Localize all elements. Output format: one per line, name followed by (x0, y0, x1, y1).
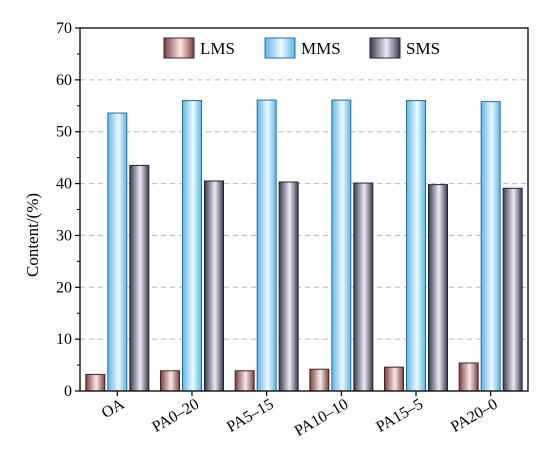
bar-mms (480, 101, 501, 392)
y-tick-label: 20 (56, 279, 72, 296)
legend-swatch-mms (264, 37, 296, 59)
legend-label-lms: LMS (200, 39, 235, 58)
bar-mms (331, 99, 352, 392)
legend-label-sms: SMS (406, 39, 440, 58)
bar-lms (160, 370, 180, 392)
gridlines (80, 79, 528, 340)
legend-swatch-lms (163, 37, 195, 59)
y-tick-label: 30 (56, 227, 72, 244)
x-tick-label: OA (99, 396, 128, 422)
bar-lms (234, 370, 255, 392)
bar-sms (204, 180, 224, 392)
bar-lms (85, 373, 106, 392)
bar-lms (384, 366, 404, 392)
bar-sms (353, 182, 374, 392)
x-tick-label: PA10–10 (292, 396, 352, 440)
y-axis-title: Content/(%) (23, 193, 42, 277)
bars (85, 99, 523, 392)
bar-lms (458, 362, 479, 392)
y-tick-label: 0 (64, 383, 72, 400)
y-tick-label: 40 (56, 176, 72, 193)
x-tick-label: PA15–5 (373, 396, 426, 436)
bar-sms (428, 184, 448, 392)
y-tick-label: 50 (56, 124, 72, 141)
legend: LMS MMS SMS (163, 37, 440, 59)
x-tick-label: PA0–20 (149, 396, 202, 436)
bar-sms (278, 181, 299, 392)
bar-sms (129, 164, 150, 392)
legend-label-mms: MMS (301, 39, 341, 58)
x-tick-label: PA5–15 (224, 396, 277, 436)
legend-swatch-sms (369, 37, 401, 59)
y-tick-label: 10 (56, 331, 72, 348)
bar-mms (256, 99, 277, 392)
bar-lms (309, 368, 330, 392)
bar-sms (502, 187, 523, 392)
bar-mms (406, 100, 426, 392)
bar-mms (182, 100, 202, 392)
bar-mms (107, 112, 128, 392)
y-tick-label: 60 (56, 72, 72, 89)
x-tick-label: PA20–0 (448, 396, 501, 436)
y-tick-label: 70 (56, 20, 72, 37)
